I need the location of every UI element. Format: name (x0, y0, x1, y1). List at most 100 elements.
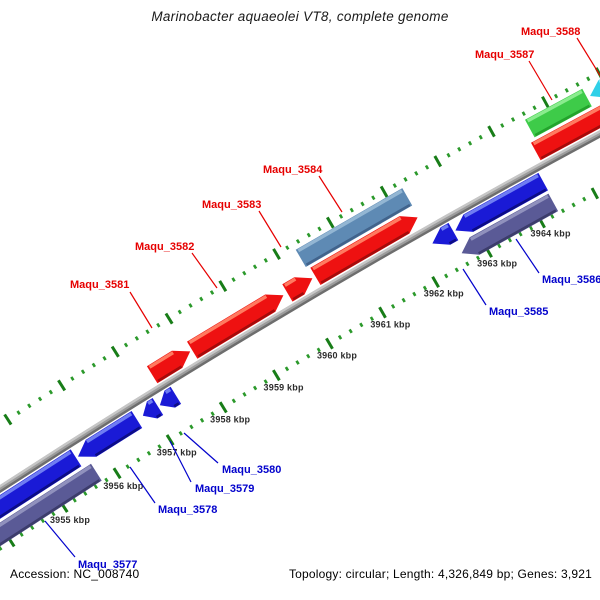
tick-minor-outer (349, 207, 354, 213)
tick-minor-outer (306, 232, 311, 238)
tick-minor-outer (123, 342, 129, 348)
kbp-label-3962: 3962 kbp (424, 289, 464, 299)
gene-arrow-maqu_3582 (187, 294, 284, 359)
gene-arrow-maqu_3588 (590, 79, 600, 98)
gene-arrow-unlabeled (531, 105, 600, 161)
kbp-label-3958: 3958 kbp (210, 415, 250, 425)
gene-arrow-maqu_3586 (455, 172, 548, 232)
tick-minor-outer (231, 277, 236, 282)
tick-minor-inner (104, 477, 109, 483)
kbp-label-3955: 3955 kbp (50, 515, 90, 525)
tick-minor-inner (83, 491, 88, 496)
genome-title: Marinobacter aquaeolei VT8, complete gen… (151, 9, 449, 24)
tick-major-outer (433, 155, 443, 168)
tick-minor-outer (500, 123, 505, 128)
tick-minor-inner (560, 208, 566, 214)
leader-line-maqu_3577 (44, 520, 76, 558)
tick-minor-outer (295, 239, 301, 244)
gene-arrow-maqu_3577 (0, 463, 102, 547)
tick-minor-inner (518, 231, 523, 237)
tick-minor-inner (146, 450, 152, 456)
tick-minor-outer (209, 290, 215, 295)
tick-minor-inner (306, 353, 311, 359)
leader-line-maqu_3588 (576, 37, 600, 77)
tick-minor-outer (586, 76, 591, 82)
gene-arrow-shadow-maqu_3584 (305, 203, 411, 266)
tick-minor-inner (72, 497, 77, 503)
gene-arrow-shadow-maqu_3583 (292, 291, 305, 301)
topology-text: Topology: circular; Length: 4,326,849 bp… (288, 567, 592, 581)
kbp-label-3957: 3957 kbp (157, 448, 197, 458)
tick-minor-inner (550, 214, 555, 219)
gene-arrow-highlight-maqu_3579 (147, 399, 154, 405)
tick-minor-inner (465, 261, 470, 267)
gene-arrow-maqu_3587 (525, 88, 592, 138)
tick-minor-outer (102, 356, 107, 361)
tick-minor-outer (317, 226, 322, 232)
leader-line-maqu_3584 (318, 175, 343, 213)
tick-minor-inner (51, 511, 56, 517)
tick-minor-outer (16, 410, 21, 416)
gene-arrow-highlight-maqu_3584 (297, 189, 403, 253)
leader-line-maqu_3585 (462, 268, 487, 306)
tick-minor-outer (467, 140, 473, 146)
gene-arrow-shadow-maqu_3582 (197, 309, 276, 358)
leader-line-maqu_3579 (169, 440, 192, 483)
tick-major-outer (3, 413, 13, 426)
gene-arrow-unlabeled (310, 216, 418, 285)
tick-minor-outer (478, 134, 483, 140)
gene-arrow-highlight-maqu_3580 (164, 388, 172, 394)
tick-minor-outer (446, 152, 451, 158)
tick-minor-inner (369, 316, 375, 322)
tick-minor-inner (422, 285, 428, 291)
tick-minor-outer (70, 376, 75, 381)
backbone-highlight-arc (0, 130, 600, 488)
gene-arrow-unlabeled (0, 449, 82, 519)
tick-minor-inner (157, 444, 162, 449)
gene-arrow-shadow-maqu_3586 (471, 188, 547, 232)
tick-minor-outer (360, 201, 365, 207)
tick-major-inner (590, 187, 600, 200)
gene-arrow-highlight-maqu_3582 (188, 294, 268, 345)
tick-minor-inner (475, 255, 481, 261)
tick-minor-outer (414, 170, 419, 176)
tick-minor-outer (457, 146, 462, 152)
tick-major-inner (378, 306, 387, 319)
tick-major-inner (325, 337, 334, 350)
leader-line-maqu_3582 (191, 252, 218, 289)
gene-arrow-shadow-maqu_3585 (448, 238, 457, 245)
leader-line-maqu_3583 (258, 210, 282, 248)
tick-major-outer (164, 312, 174, 325)
tick-minor-inner (178, 431, 183, 436)
gene-arrow-highlight-unlabeled (312, 216, 402, 271)
tick-minor-inner (390, 303, 396, 309)
gene-arrow-highlight-maqu_3585 (440, 224, 449, 231)
tick-major-inner (431, 276, 440, 288)
tick-minor-inner (337, 334, 343, 340)
tick-major-outer (218, 280, 228, 292)
gene-arrow-highlight-unlabeled (469, 194, 549, 241)
kbp-label-3961: 3961 kbp (370, 319, 410, 329)
gene-arrow-shadow-unlabeled (320, 230, 410, 284)
gene-arrow-highlight-maqu_3581 (148, 351, 174, 369)
tick-minor-outer (145, 329, 150, 335)
gene-arrow-highlight-maqu_3578 (85, 412, 133, 444)
tick-minor-inner (19, 532, 24, 537)
backbone-shadow-arc (0, 135, 600, 494)
gene-arrow-shadow-maqu_3587 (534, 104, 591, 137)
gene-arrow-unlabeled (461, 193, 559, 255)
tick-minor-outer (424, 164, 430, 170)
tick-minor-inner (295, 360, 300, 365)
tick-minor-outer (199, 296, 204, 302)
tick-minor-inner (412, 291, 417, 297)
tick-major-inner (165, 434, 175, 446)
leader-line-maqu_3586 (515, 238, 540, 274)
gene-arrow-shadow-unlabeled (540, 124, 600, 160)
tick-minor-outer (263, 258, 268, 263)
backbone-arc (0, 130, 600, 493)
gene-label-maqu_3579: Maqu_3579 (195, 483, 254, 495)
tick-minor-inner (359, 322, 364, 328)
gene-label-maqu_3587: Maqu_3587 (475, 49, 534, 61)
